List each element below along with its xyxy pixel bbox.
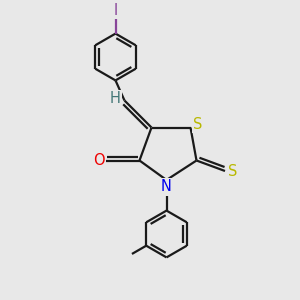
Text: O: O	[93, 153, 105, 168]
Text: I: I	[113, 3, 118, 18]
Text: S: S	[193, 117, 202, 132]
Text: N: N	[161, 179, 172, 194]
Text: H: H	[110, 91, 121, 106]
Text: S: S	[228, 164, 238, 178]
